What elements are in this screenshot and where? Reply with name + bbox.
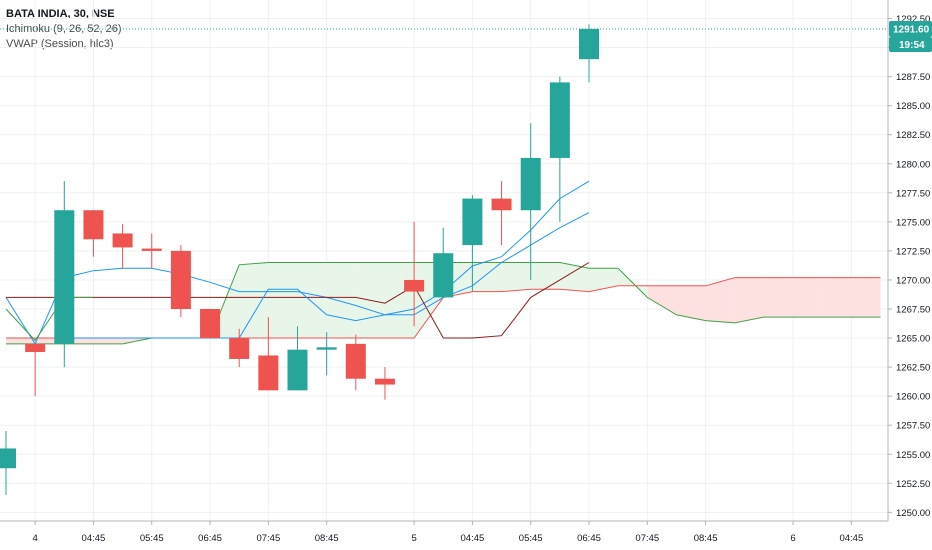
price-tick-label: 1275.00 bbox=[896, 217, 930, 228]
cloud-segment bbox=[6, 338, 36, 344]
candle-body bbox=[404, 279, 425, 292]
price-tick-label: 1287.50 bbox=[896, 72, 930, 83]
cloud-segment bbox=[239, 262, 269, 339]
cloud-segment bbox=[822, 277, 852, 318]
price-tick-label: 1285.00 bbox=[896, 101, 930, 112]
candle-body bbox=[170, 250, 191, 309]
price-tick-label: 1257.50 bbox=[896, 421, 930, 432]
cloud-segment bbox=[589, 268, 619, 292]
candle-body bbox=[141, 248, 162, 251]
price-tick-label: 1265.00 bbox=[896, 334, 930, 345]
price-badge-bg bbox=[889, 20, 932, 37]
cloud-segment bbox=[851, 277, 881, 318]
candle-body bbox=[520, 157, 541, 211]
time-tick-label: 5 bbox=[411, 533, 416, 544]
time-tick-label: 05:45 bbox=[519, 533, 543, 544]
time-tick-label: 6 bbox=[790, 533, 795, 544]
candle-body bbox=[0, 448, 16, 469]
time-tick-label: 04:45 bbox=[839, 533, 863, 544]
price-tick-label: 1260.00 bbox=[896, 392, 930, 403]
cloud-segment bbox=[734, 277, 764, 323]
candle-body bbox=[112, 233, 133, 248]
candle-body bbox=[316, 347, 337, 350]
cloud-segment bbox=[676, 285, 706, 321]
candle-body bbox=[25, 343, 46, 352]
time-tick-label: 08:45 bbox=[315, 533, 339, 544]
candle-body bbox=[579, 28, 599, 60]
cloud-segment bbox=[268, 262, 298, 339]
cloud-segment bbox=[647, 285, 677, 315]
time-tick-label: 06:45 bbox=[198, 533, 222, 544]
candle-body bbox=[374, 378, 395, 385]
price-tick-label: 1270.00 bbox=[896, 275, 930, 286]
cloud-segment bbox=[93, 338, 123, 344]
cloud-segment bbox=[472, 262, 502, 292]
current-price-badge: 1291.60 19:54 bbox=[889, 20, 932, 52]
time-tick-label: 04:45 bbox=[461, 533, 485, 544]
candle-body bbox=[491, 198, 512, 211]
timer-badge-value: 19:54 bbox=[899, 40, 925, 51]
candle-body bbox=[229, 338, 250, 359]
price-tick-label: 1262.50 bbox=[896, 363, 930, 374]
cloud-segment bbox=[705, 277, 735, 323]
price-tick-label: 1250.00 bbox=[896, 508, 930, 519]
cloud-segment bbox=[326, 262, 356, 339]
time-tick-label: 08:45 bbox=[694, 533, 718, 544]
candle-body bbox=[54, 210, 75, 344]
lagging-span-line bbox=[5, 296, 94, 342]
timer-badge-bg bbox=[889, 36, 932, 52]
price-tick-label: 1292.50 bbox=[896, 14, 930, 25]
vwap-line bbox=[64, 212, 590, 339]
cloud-segment bbox=[763, 277, 794, 318]
time-axis[interactable]: 4 04:45 05:45 06:45 07:45 08:45 5 04:45 05:45 06:… bbox=[0, 520, 888, 544]
price-tick-label: 1277.50 bbox=[896, 188, 930, 199]
price-tick-label: 1252.50 bbox=[896, 479, 930, 490]
time-tick-label: 05:45 bbox=[140, 533, 164, 544]
candle-body bbox=[345, 343, 366, 379]
candle-body bbox=[258, 355, 279, 391]
price-axis[interactable]: 1250.00 1252.50 1255.00 1257.50 1260.00 1262.… bbox=[887, 0, 930, 521]
candle-body bbox=[287, 349, 308, 391]
cloud-segment bbox=[297, 262, 327, 339]
price-tick-label: 1267.50 bbox=[896, 305, 930, 316]
cloud-segment bbox=[530, 262, 560, 290]
cloud-segment bbox=[793, 277, 823, 318]
price-tick-label: 1255.00 bbox=[896, 450, 930, 461]
price-tick-label: 1280.00 bbox=[896, 159, 930, 170]
candle-body bbox=[462, 198, 483, 246]
time-tick-label: 4 bbox=[33, 533, 38, 544]
price-tick-label: 1272.50 bbox=[896, 246, 930, 257]
candle-body bbox=[433, 253, 454, 298]
time-tick-label: 06:45 bbox=[577, 533, 601, 544]
conversion-line-line bbox=[5, 180, 590, 345]
candles bbox=[0, 24, 599, 495]
price-badge-value: 1291.60 bbox=[893, 24, 930, 35]
candle-body bbox=[83, 210, 104, 240]
time-tick-label: 04:45 bbox=[82, 533, 106, 544]
candle-body bbox=[549, 82, 570, 158]
price-tick-label: 1282.50 bbox=[896, 130, 930, 141]
candle-body bbox=[200, 309, 221, 339]
cloud-segment bbox=[501, 262, 531, 292]
time-tick-label: 07:45 bbox=[635, 533, 659, 544]
cloud-segment bbox=[559, 262, 589, 292]
vwap-legend[interactable]: VWAP (Session, hlc3) bbox=[6, 38, 114, 50]
symbol-title[interactable]: BATA INDIA, 30, NSE bbox=[6, 8, 115, 20]
indicator-lines bbox=[5, 180, 590, 345]
base-line-line bbox=[6, 262, 590, 339]
time-tick-label: 07:45 bbox=[256, 533, 280, 544]
